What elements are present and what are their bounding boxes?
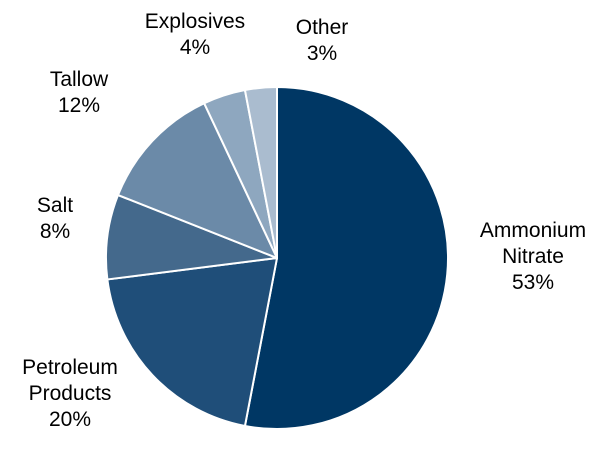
pie-name-label: Tallow bbox=[50, 68, 109, 91]
pie-name-label: Ammonium bbox=[480, 219, 586, 242]
pie-value-label: 53% bbox=[512, 271, 554, 294]
pie-value-label: 12% bbox=[58, 94, 100, 117]
pie-slice-ammonium-nitrate bbox=[243, 86, 450, 430]
pie-slice-petroleum-products bbox=[106, 257, 278, 427]
pie-value-label: 3% bbox=[307, 42, 337, 65]
pie-name-label: Products bbox=[29, 382, 112, 405]
pie-name-label: Explosives bbox=[145, 10, 245, 33]
pie-slices bbox=[105, 86, 450, 430]
pie-name-label: Salt bbox=[37, 194, 73, 217]
pie-label-petroleum-products: Petroleum Products 20% bbox=[22, 356, 118, 431]
pie-value-label: 4% bbox=[180, 36, 210, 59]
pie-label-tallow: Tallow 12% bbox=[50, 68, 109, 117]
pie-label-ammonium-nitrate: Ammonium Nitrate 53% bbox=[480, 219, 586, 294]
pie-name-label: Petroleum bbox=[22, 356, 118, 379]
pie-label-other: Other 3% bbox=[296, 16, 349, 65]
pie-value-label: 8% bbox=[40, 220, 70, 243]
pie-label-explosives: Explosives 4% bbox=[145, 10, 245, 59]
pie-value-label: 20% bbox=[49, 408, 91, 431]
pie-labels: Ammonium Nitrate 53% Petroleum Products 20% Sa… bbox=[22, 10, 586, 431]
pie-label-salt: Salt 8% bbox=[37, 194, 73, 243]
pie-slice-tallow bbox=[117, 102, 278, 259]
pie-name-label: Other bbox=[296, 16, 349, 39]
pie-slice-other bbox=[243, 86, 278, 259]
pie-name-label: Nitrate bbox=[502, 245, 564, 268]
